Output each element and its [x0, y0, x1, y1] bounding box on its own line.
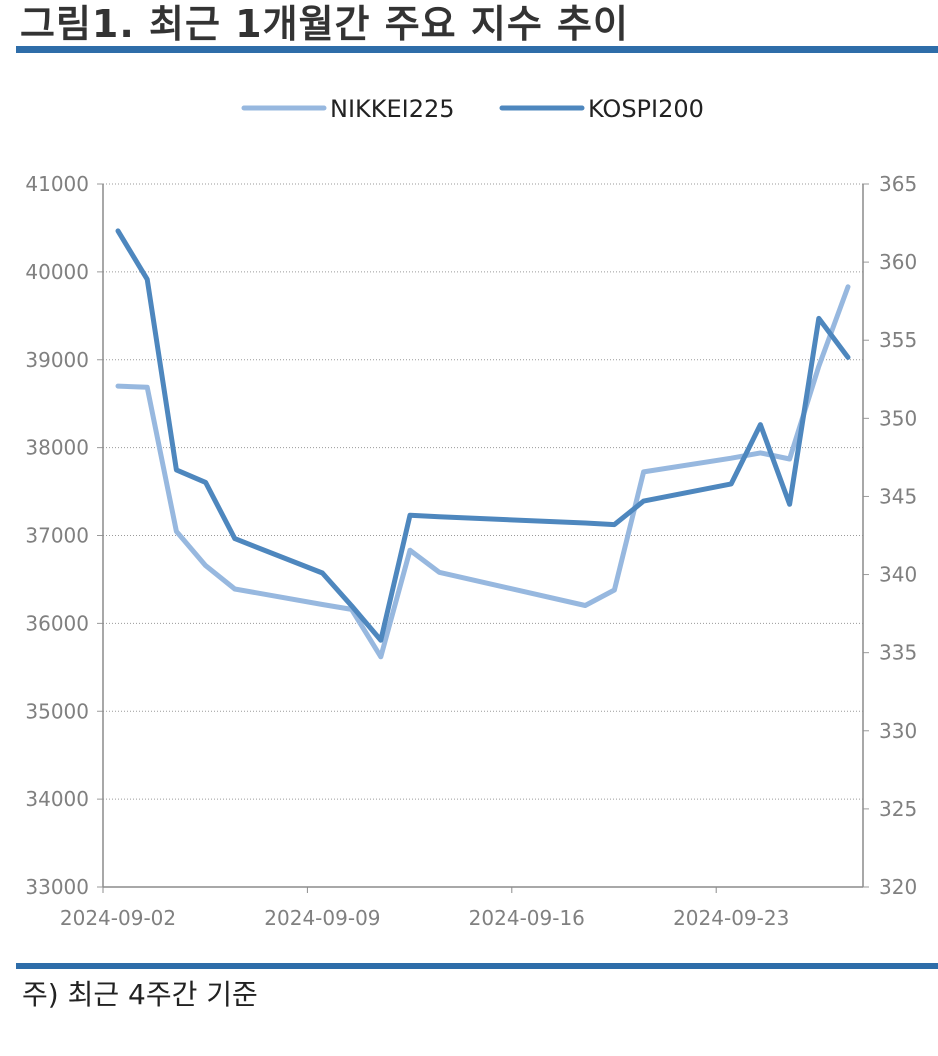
right-axis-tick-label: 355 — [879, 328, 917, 352]
right-axis-tick-label: 325 — [879, 797, 917, 821]
x-axis-tick-label: 2024-09-09 — [264, 906, 380, 930]
footnote: 주) 최근 4주간 기준 — [22, 978, 258, 1011]
x-axis-tick-label: 2024-09-23 — [673, 906, 789, 930]
x-axis-tick-label: 2024-09-02 — [60, 906, 176, 930]
footer-divider — [16, 963, 938, 969]
title-divider — [16, 46, 938, 53]
left-axis-tick-label: 40000 — [25, 260, 89, 284]
right-axis-tick-label: 340 — [879, 563, 917, 587]
right-axis-tick-label: 350 — [879, 406, 917, 430]
legend-label-nikkei225: NIKKEI225 — [330, 95, 455, 123]
figure-title: 그림1. 최근 1개월간 주요 지수 추이 — [20, 2, 629, 46]
left-axis-tick-label: 35000 — [25, 699, 89, 723]
left-axis-tick-label: 39000 — [25, 348, 89, 372]
right-axis-tick-label: 365 — [879, 172, 917, 196]
left-axis-tick-label: 37000 — [25, 524, 89, 548]
right-axis-tick-label: 345 — [879, 484, 917, 508]
right-axis-tick-label: 360 — [879, 250, 917, 274]
left-axis-tick-label: 41000 — [25, 172, 89, 196]
series-line-kospi200 — [115, 228, 851, 643]
x-axis-tick-label: 2024-09-16 — [469, 906, 585, 930]
left-axis-tick-label: 36000 — [25, 611, 89, 635]
axes — [97, 183, 869, 893]
left-axis-tick-label: 38000 — [25, 436, 89, 460]
left-axis-tick-label: 34000 — [25, 787, 89, 811]
series-lines — [115, 228, 851, 660]
line-chart: 33000 34000 35000 36000 37000 38000 39000 40000… — [25, 95, 917, 930]
right-axis-tick-label: 335 — [879, 641, 917, 665]
legend: NIKKEI225 KOSPI200 — [241, 95, 704, 123]
legend-label-kospi200: KOSPI200 — [588, 95, 704, 123]
left-axis-tick-label: 33000 — [25, 875, 89, 899]
tick-labels: 33000 34000 35000 36000 37000 38000 39000 40000… — [25, 172, 917, 930]
series-line-nikkei225 — [115, 284, 851, 660]
right-axis-tick-label: 320 — [879, 875, 917, 899]
right-axis-tick-label: 330 — [879, 719, 917, 743]
gridlines — [103, 183, 863, 800]
